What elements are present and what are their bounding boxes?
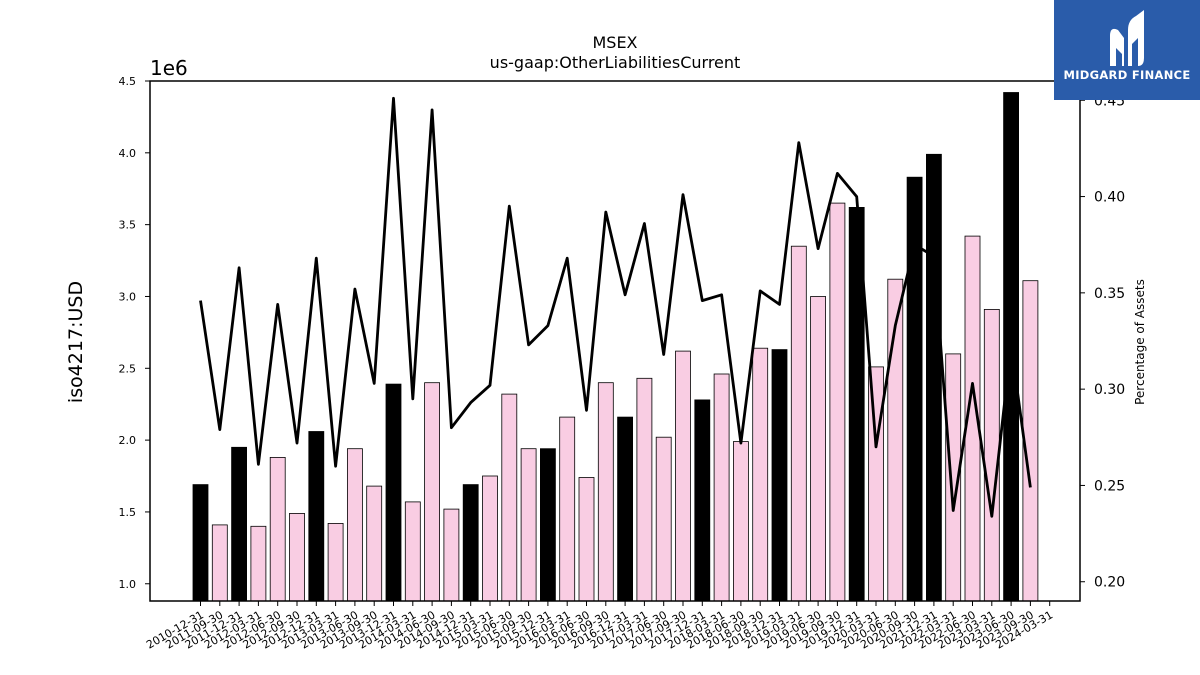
- line-series: [199, 96, 1032, 518]
- bar: [250, 525, 267, 602]
- bar: [868, 366, 884, 602]
- bar: [501, 393, 518, 602]
- y-axis-label: iso4217:USD: [65, 281, 87, 403]
- bar: [443, 508, 460, 602]
- bar: [694, 399, 711, 602]
- chart-title: MSEX: [592, 33, 637, 52]
- y-tick-label: 2.0: [119, 434, 137, 447]
- logo-text: MIDGARD FINANCE: [1063, 68, 1191, 82]
- y-tick-label: 4.5: [119, 75, 137, 88]
- bar: [733, 441, 749, 602]
- bar: [385, 383, 402, 602]
- y-tick-label: 1.5: [119, 506, 137, 519]
- bar: [713, 373, 730, 602]
- bar: [211, 524, 228, 602]
- y-tick-label: 3.0: [119, 290, 137, 303]
- bar: [540, 448, 556, 602]
- bar: [559, 416, 576, 602]
- bar: [192, 484, 209, 602]
- bar: [462, 484, 479, 602]
- bar: [424, 382, 441, 602]
- y2-axis-ticks: 0.200.250.300.350.400.45: [1080, 93, 1125, 591]
- y2-tick-label: 0.30: [1094, 382, 1125, 398]
- bar: [906, 176, 923, 602]
- y-axis-ticks: 1.0 1.5 2.0 2.5 3.0 3.5 4.0 4.5: [119, 75, 150, 591]
- bar: [675, 350, 691, 602]
- midgard-finance-logo: MIDGARD FINANCE: [1054, 0, 1200, 100]
- y-tick-label: 1.0: [119, 578, 137, 591]
- bar: [829, 202, 846, 602]
- bar: [771, 349, 788, 602]
- y2-tick-label: 0.40: [1094, 190, 1125, 206]
- bar: [655, 436, 672, 602]
- y-tick-label: 4.0: [119, 147, 137, 160]
- y-tick-label: 2.5: [119, 362, 137, 375]
- x-axis-ticks: 2010-12-312011-09-302011-12-312012-03-31…: [144, 601, 1055, 652]
- bar: [482, 475, 498, 602]
- bar: [810, 296, 826, 602]
- bar: [636, 377, 653, 602]
- bar: [346, 448, 363, 602]
- bar: [404, 501, 421, 602]
- bar: [231, 446, 248, 602]
- y2-tick-label: 0.20: [1094, 575, 1125, 591]
- bar: [597, 382, 614, 602]
- bar: [289, 513, 305, 602]
- bar: [790, 245, 807, 602]
- y2-tick-label: 0.25: [1094, 478, 1125, 494]
- bar: [617, 416, 633, 602]
- bar: [366, 485, 383, 602]
- plot-frame: [149, 80, 1081, 602]
- bar: [308, 431, 325, 602]
- chart-subtitle: us-gaap:OtherLiabilitiesCurrent: [490, 53, 741, 72]
- bar: [269, 456, 286, 602]
- y-offset-label: 1e6: [150, 56, 188, 80]
- line-path: [199, 96, 1032, 518]
- bar: [327, 523, 344, 602]
- bar: [752, 347, 769, 602]
- y-tick-label: 3.5: [119, 219, 137, 232]
- bar: [520, 448, 537, 602]
- midgard-logo-mark-icon: [1110, 10, 1144, 66]
- y2-tick-label: 0.35: [1094, 286, 1125, 302]
- bar: [926, 153, 942, 602]
- y2-axis-label: Percentage of Assets: [1133, 279, 1147, 405]
- bar-series: [192, 92, 1039, 602]
- bar: [983, 308, 1000, 602]
- bar: [578, 477, 595, 602]
